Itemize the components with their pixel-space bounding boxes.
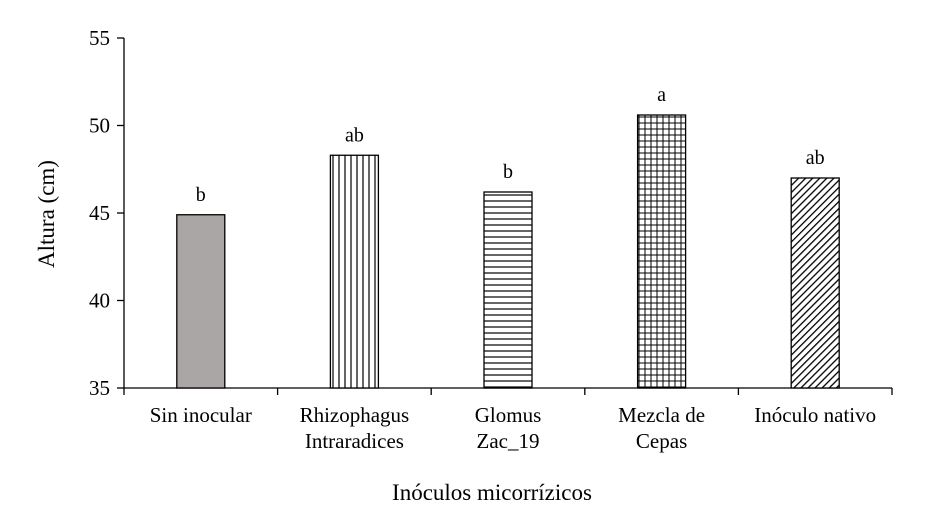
category-label-line: Intraradices [305, 429, 404, 453]
significance-label: b [503, 161, 513, 183]
x-category-label: Glomus Zac_19 [475, 403, 542, 453]
x-axis [123, 387, 893, 395]
y-tick-label: 50 [89, 114, 110, 138]
x-category-label: Rhizophagus Intraradices [300, 403, 410, 453]
significance-labels: b ab b a ab [196, 84, 825, 206]
significance-label: ab [345, 124, 364, 146]
bar-4 [636, 114, 687, 389]
category-label-line: Rhizophagus [300, 403, 410, 427]
bar-5 [790, 177, 840, 389]
x-category-label: Sin inocular [150, 403, 252, 427]
significance-label: a [657, 84, 666, 106]
bar-2 [329, 154, 380, 389]
y-tick-label: 35 [89, 376, 110, 400]
y-tick-label: 40 [89, 289, 110, 313]
y-tick-label: 45 [89, 201, 110, 225]
x-category-label: Inóculo nativo [754, 403, 876, 427]
significance-label: ab [806, 147, 825, 169]
category-label-line: Mezcla de [618, 403, 705, 427]
category-label-line: Inóculo nativo [754, 403, 876, 427]
significance-label: b [196, 184, 206, 206]
y-axis: 35 40 45 50 55 [89, 26, 125, 400]
y-axis-title: Altura (cm) [34, 160, 59, 268]
x-category-label: Mezcla de Cepas [618, 403, 705, 453]
bars [176, 114, 840, 389]
category-label-line: Glomus [475, 403, 542, 427]
category-label-line: Cepas [636, 429, 687, 453]
y-tick-label: 55 [89, 26, 110, 50]
category-label-line: Zac_19 [477, 429, 540, 453]
category-label-line: Sin inocular [150, 403, 252, 427]
bar-1 [176, 214, 226, 389]
x-axis-title: Inóculos micorrízicos [392, 480, 592, 505]
bar-3 [483, 191, 533, 389]
category-labels: Sin inocular Rhizophagus Intraradices Glomu… [150, 403, 876, 453]
